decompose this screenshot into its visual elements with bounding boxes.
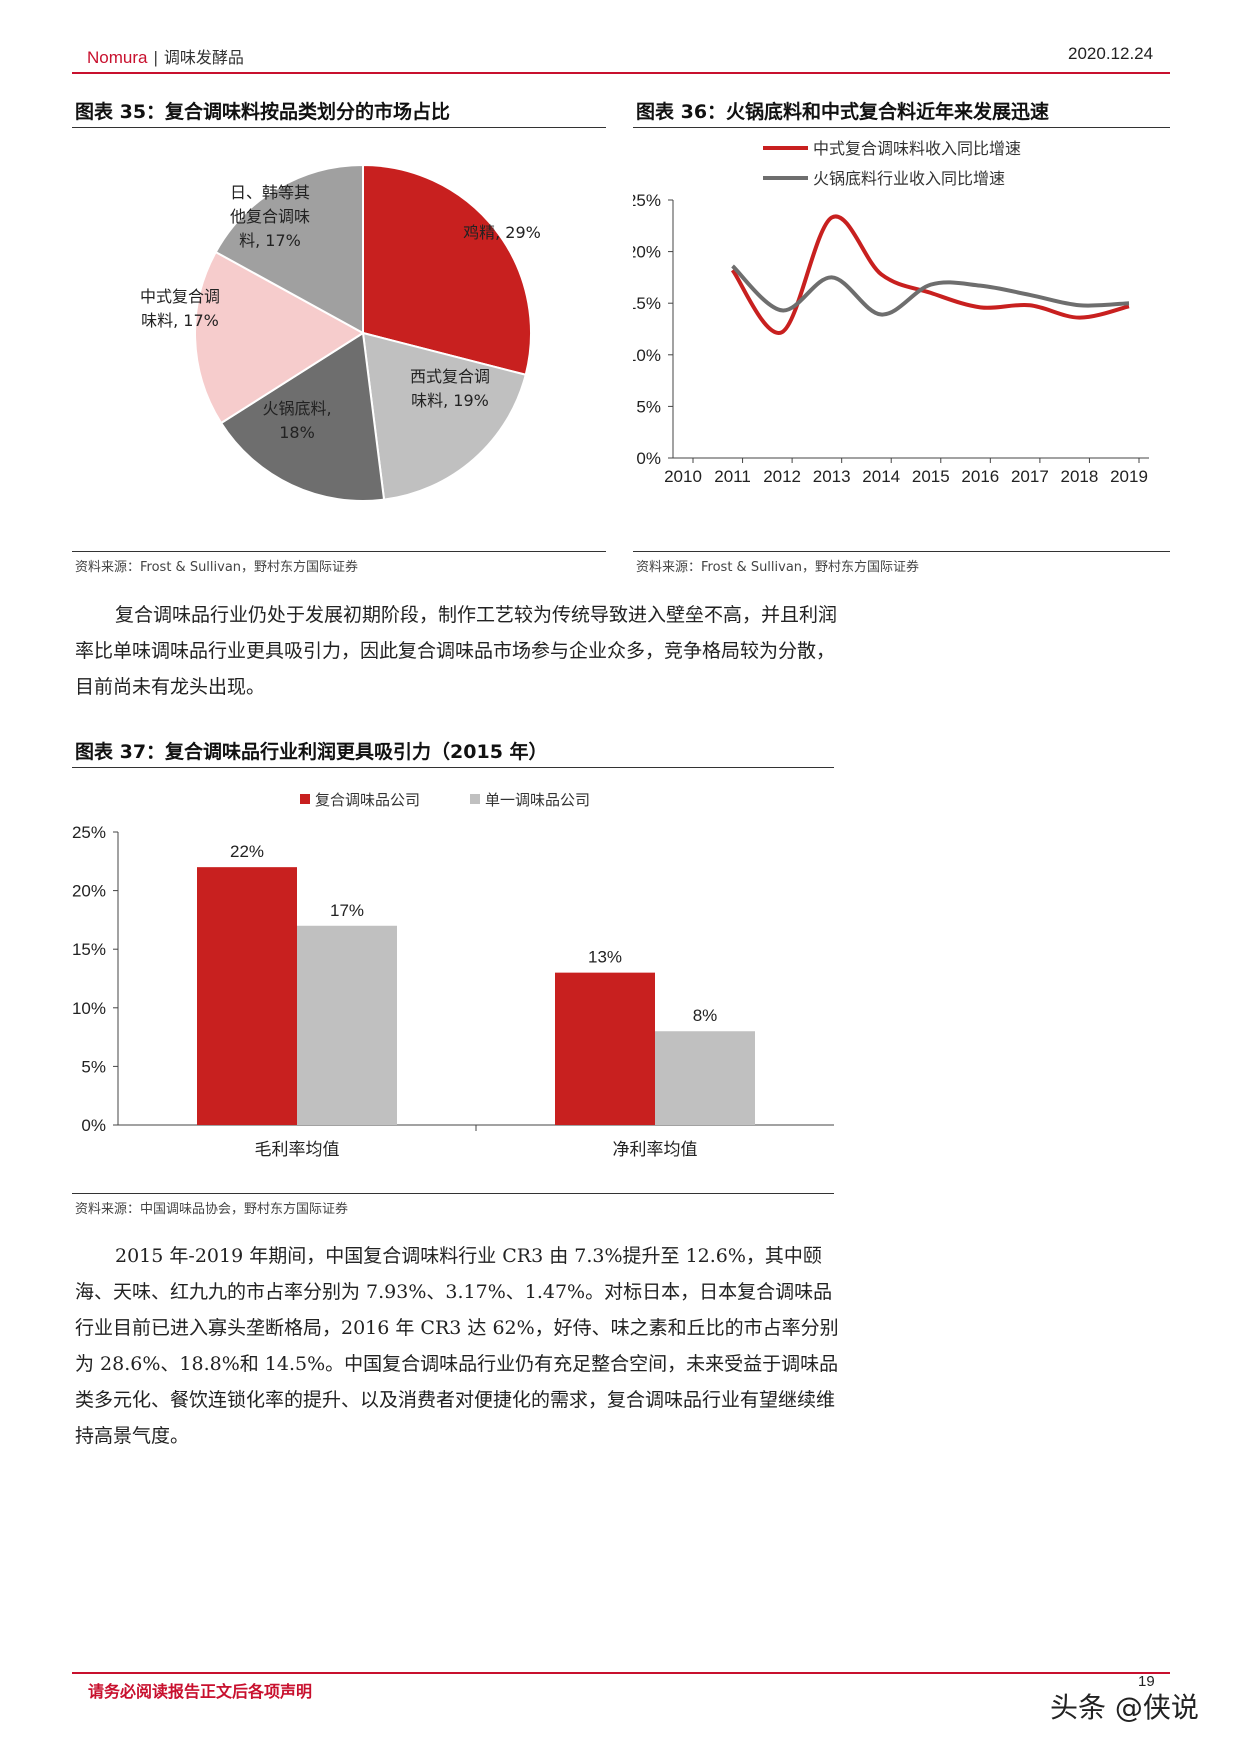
series-line <box>731 264 1130 317</box>
fig35-title-rule <box>72 127 606 128</box>
paragraph-2-text: 2015 年-2019 年期间，中国复合调味料行业 CR3 由 7.3%提升至 … <box>75 1245 839 1447</box>
y-tick-label: 25% <box>72 823 106 842</box>
fig35-bottom-rule <box>72 551 606 552</box>
pie-slice-label: 日、韩等其他复合调味料, 17% <box>230 183 310 250</box>
page-number: 19 <box>1138 1673 1155 1690</box>
pie-slice-label: 火锅底料, 18% <box>262 399 331 442</box>
series-line <box>730 214 1130 335</box>
bar-value-label: 17% <box>330 901 364 920</box>
x-tick-label: 2010 <box>664 467 702 486</box>
x-tick-label: 2019 <box>1110 467 1148 486</box>
legend-swatch <box>470 794 480 804</box>
y-tick-label: 0% <box>636 449 661 468</box>
legend-label: 中式复合调味料收入同比增速 <box>813 139 1021 158</box>
y-tick-label: 25% <box>633 191 661 210</box>
body-paragraph-1: 复合调味品行业仍处于发展初期阶段，制作工艺较为传统导致进入壁垒不高，并且利润率比… <box>75 597 850 705</box>
bar <box>555 972 655 1125</box>
x-tick-label: 2017 <box>1011 467 1049 486</box>
y-tick-label: 10% <box>633 346 661 365</box>
paragraph-1-text: 复合调味品行业仍处于发展初期阶段，制作工艺较为传统导致进入壁垒不高，并且利润率比… <box>75 604 838 698</box>
x-tick-label: 2014 <box>862 467 900 486</box>
fig35-source: 资料来源：Frost & Sullivan，野村东方国际证券 <box>75 560 359 575</box>
legend-label: 火锅底料行业收入同比增速 <box>813 169 1005 188</box>
fig37-title: 图表 37：复合调味品行业利润更具吸引力（2015 年） <box>75 741 548 763</box>
bar-value-label: 8% <box>693 1006 718 1025</box>
y-tick-label: 20% <box>633 243 661 262</box>
pie-slice <box>362 163 532 376</box>
y-tick-label: 5% <box>636 397 661 416</box>
legend-swatch <box>300 794 310 804</box>
y-tick-label: 10% <box>72 999 106 1018</box>
fig36-bottom-rule <box>633 551 1170 552</box>
fig37-title-rule <box>72 767 834 768</box>
bar-value-label: 13% <box>588 948 622 967</box>
x-category-label: 毛利率均值 <box>255 1140 340 1160</box>
header-rule <box>72 72 1170 74</box>
header-date: 2020.12.24 <box>1068 44 1154 63</box>
bar <box>297 925 397 1125</box>
y-tick-label: 20% <box>72 882 106 901</box>
y-tick-label: 0% <box>81 1116 106 1135</box>
fig37-bar-chart: 复合调味品公司 单一调味品公司 0% 5% 10% 15% 20% 25% 22% 17% 毛利率均… <box>72 791 834 1160</box>
bar <box>197 867 297 1125</box>
fig35-title: 图表 35：复合调味料按品类划分的市场占比 <box>75 101 451 123</box>
watermark-text: 头条 @侠说 <box>1050 1691 1199 1724</box>
x-tick-label: 2016 <box>961 467 999 486</box>
fig36-source: 资料来源：Frost & Sullivan，野村东方国际证券 <box>636 560 920 575</box>
pie-slice-label: 中式复合调味料, 17% <box>140 287 220 330</box>
fig37-source: 资料来源：中国调味品协会，野村东方国际证券 <box>75 1202 349 1217</box>
x-category-label: 净利率均值 <box>613 1140 698 1160</box>
y-tick-label: 15% <box>633 294 661 313</box>
x-tick-label: 2012 <box>763 467 801 486</box>
y-tick-label: 5% <box>81 1057 106 1076</box>
brand-name: Nomura <box>87 48 148 67</box>
x-tick-label: 2018 <box>1061 467 1099 486</box>
fig37-bottom-rule <box>72 1193 834 1194</box>
bar-value-label: 22% <box>230 842 264 861</box>
pie-slice <box>194 250 365 425</box>
header-brand: Nomura | 调味发酵品 <box>87 44 244 68</box>
legend-label: 复合调味品公司 <box>315 791 420 809</box>
pie-slice <box>214 163 364 335</box>
pie-slice-label: 西式复合调味料, 19% <box>410 367 490 410</box>
header-category: 调味发酵品 <box>163 50 244 67</box>
header-separator: | <box>153 48 158 67</box>
body-paragraph-2: 2015 年-2019 年期间，中国复合调味料行业 CR3 由 7.3%提升至 … <box>75 1238 850 1454</box>
footer-disclaimer: 请务必阅读报告正文后各项声明 <box>88 1682 313 1701</box>
legend-label: 单一调味品公司 <box>485 791 590 809</box>
x-tick-label: 2013 <box>813 467 851 486</box>
footer-rule <box>72 1672 1170 1674</box>
fig36-title: 图表 36：火锅底料和中式复合料近年来发展迅速 <box>636 101 1050 123</box>
pie-slice <box>219 331 386 502</box>
fig36-title-rule <box>633 127 1170 128</box>
x-tick-label: 2011 <box>714 467 751 486</box>
bar <box>655 1031 755 1125</box>
x-tick-label: 2015 <box>912 467 950 486</box>
y-tick-label: 15% <box>72 940 106 959</box>
pie-slice <box>361 331 527 501</box>
fig35-pie-chart: 鸡精, 29% 西式复合调味料, 19% 火锅底料, 18% 中式复合调味料, 17%日… <box>140 163 541 502</box>
pie-slice-label: 鸡精, 29% <box>463 223 541 242</box>
